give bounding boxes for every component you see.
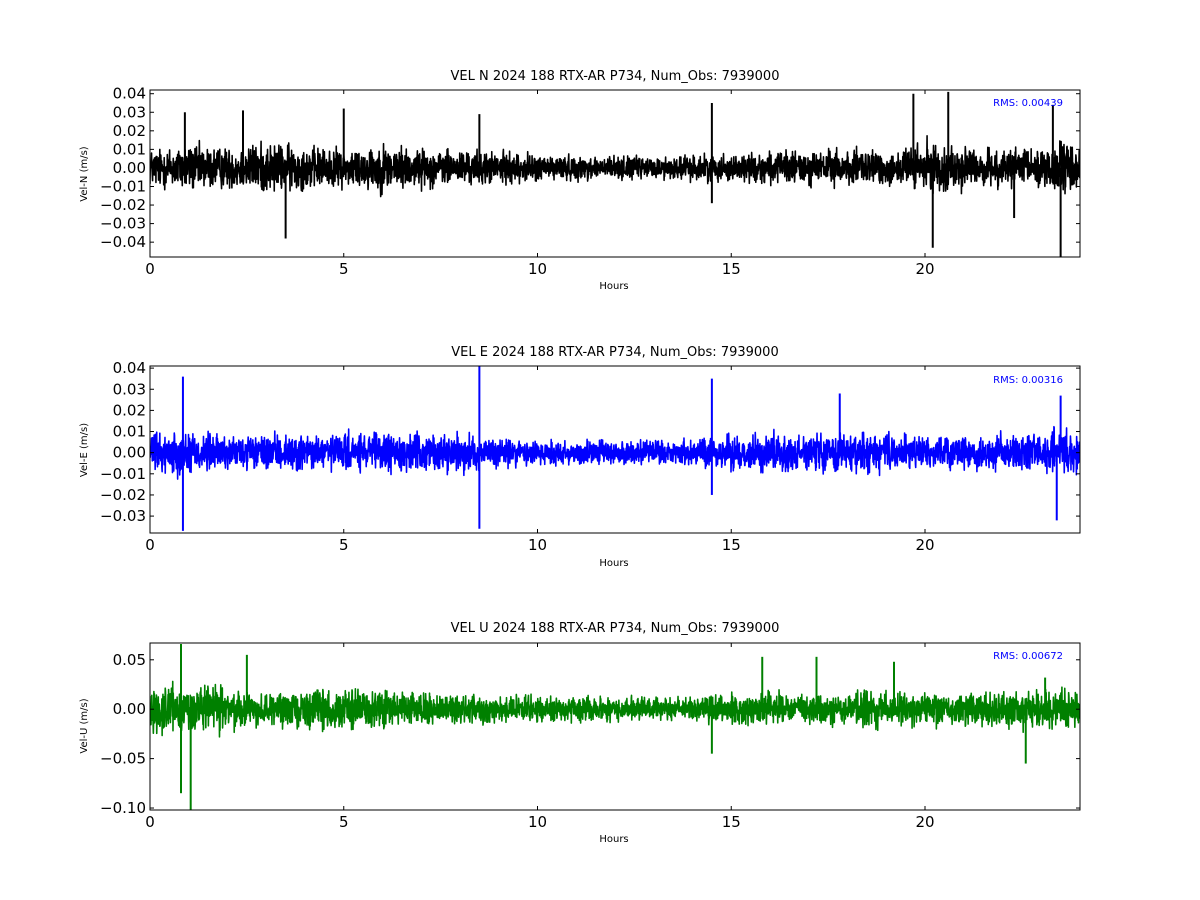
vel-n-ytick-label: 0.03 xyxy=(113,103,146,121)
vel-n-xtick-label: 0 xyxy=(145,260,155,278)
vel-n-ytick-label: 0.04 xyxy=(113,85,146,103)
vel-e-plot: 0 5 10 15 20 −0.03 −0.02 −0.01 0.00 0.01 0.02 0.03 0… xyxy=(100,359,1081,554)
vel-e-ylabel: Vel-E (m/s) xyxy=(79,423,90,477)
vel-n-rms-annotation: RMS: 0.00439 xyxy=(993,98,1063,109)
vel-e-ytick-label: −0.03 xyxy=(100,507,146,525)
vel-n-plot: 0 5 10 15 20 −0.04−0.03−0.02−0.010.000.010.02… xyxy=(100,85,1081,278)
vel-u-xlabel: Hours xyxy=(599,834,628,845)
vel-n-series-line xyxy=(150,135,1080,198)
vel-n-ylabel: Vel-N (m/s) xyxy=(79,146,90,201)
vel-e-series-line xyxy=(150,425,1080,480)
vel-n-axes-frame xyxy=(149,89,1081,258)
vel-e-ytick-label: 0.03 xyxy=(113,380,146,398)
vel-e-ytick-label: 0.00 xyxy=(113,444,146,462)
vel-n-panel: VEL N 2024 188 RTX-AR P734, Num_Obs: 793… xyxy=(79,69,1081,292)
vel-n-xtick-label: 5 xyxy=(339,260,349,278)
vel-u-ytick-label: −0.05 xyxy=(100,750,146,768)
vel-u-title: VEL U 2024 188 RTX-AR P734, Num_Obs: 793… xyxy=(451,621,780,636)
vel-u-rms-annotation: RMS: 0.00672 xyxy=(993,651,1063,662)
vel-u-panel: VEL U 2024 188 RTX-AR P734, Num_Obs: 793… xyxy=(79,621,1081,845)
vel-u-plot: 0 5 10 15 20 −0.10 −0.05 0.00 0.05 xyxy=(100,642,1081,831)
vel-e-ytick-label: −0.01 xyxy=(100,465,146,483)
vel-u-xtick-label: 20 xyxy=(915,813,934,831)
vel-e-ytick-label: 0.01 xyxy=(113,423,146,441)
vel-e-xtick-label: 20 xyxy=(915,536,934,554)
vel-n-ytick-label: −0.04 xyxy=(100,233,146,251)
vel-n-xtick-label: 20 xyxy=(915,260,934,278)
vel-e-axes-frame xyxy=(149,365,1081,534)
vel-e-xtick-label: 15 xyxy=(722,536,741,554)
vel-n-ytick-label: −0.03 xyxy=(100,215,146,233)
vel-n-xtick-label: 10 xyxy=(528,260,547,278)
vel-n-ytick-label: 0.00 xyxy=(113,159,146,177)
vel-n-title: VEL N 2024 188 RTX-AR P734, Num_Obs: 793… xyxy=(451,69,780,84)
vel-e-title: VEL E 2024 188 RTX-AR P734, Num_Obs: 793… xyxy=(451,345,778,360)
vel-e-ytick-label: −0.02 xyxy=(100,486,146,504)
vel-u-xtick-label: 0 xyxy=(145,813,155,831)
vel-e-rms-annotation: RMS: 0.00316 xyxy=(993,375,1063,386)
vel-u-ytick-label: −0.10 xyxy=(100,799,146,817)
vel-e-xlabel: Hours xyxy=(599,558,628,569)
vel-n-ytick-label: 0.02 xyxy=(113,122,146,140)
vel-e-panel: VEL E 2024 188 RTX-AR P734, Num_Obs: 793… xyxy=(79,345,1081,569)
vel-u-xtick-label: 5 xyxy=(339,813,349,831)
vel-u-ylabel: Vel-U (m/s) xyxy=(79,698,90,753)
vel-u-xtick-label: 15 xyxy=(722,813,741,831)
vel-u-ytick-label: 0.05 xyxy=(113,651,146,669)
vel-n-ytick-label: 0.01 xyxy=(113,140,146,158)
vel-e-xtick-label: 5 xyxy=(339,536,349,554)
vel-e-xtick-label: 10 xyxy=(528,536,547,554)
vel-n-xlabel: Hours xyxy=(599,281,628,292)
vel-e-xtick-label: 0 xyxy=(145,536,155,554)
vel-e-ytick-label: 0.02 xyxy=(113,401,146,419)
vel-u-series-line xyxy=(150,680,1080,738)
vel-e-ytick-label: 0.04 xyxy=(113,359,146,377)
vel-n-ytick-label: −0.01 xyxy=(100,177,146,195)
vel-u-axes-frame xyxy=(149,642,1081,811)
vel-n-ytick-label: −0.02 xyxy=(100,196,146,214)
vel-u-xtick-label: 10 xyxy=(528,813,547,831)
vel-n-xtick-label: 15 xyxy=(722,260,741,278)
vel-u-ytick-label: 0.00 xyxy=(113,700,146,718)
